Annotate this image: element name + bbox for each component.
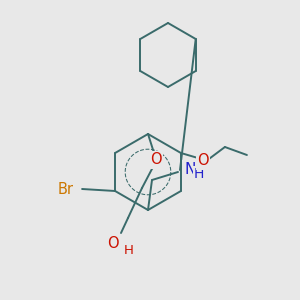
Text: O: O	[107, 236, 119, 251]
Text: H: H	[194, 167, 204, 181]
Text: N: N	[184, 161, 195, 176]
Text: O: O	[150, 152, 162, 167]
Text: O: O	[197, 154, 209, 169]
Text: H: H	[124, 244, 134, 256]
Text: Br: Br	[58, 182, 74, 196]
